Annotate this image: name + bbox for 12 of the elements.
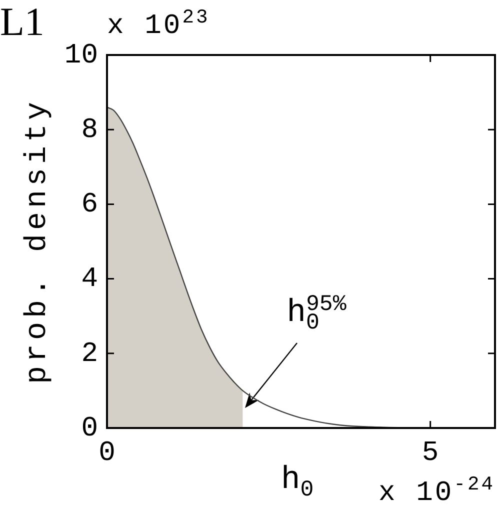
y-axis-title: prob. density: [21, 98, 55, 385]
y-tick-label: 0: [81, 413, 98, 444]
chart-title: L1: [0, 0, 44, 44]
x-axis-title: h$_{0}$: [281, 461, 314, 502]
y-tick-label: 6: [81, 190, 98, 221]
y-tick-label: 2: [81, 338, 98, 370]
y-tick-label: 8: [81, 115, 98, 146]
y-tick-label: 4: [81, 264, 98, 296]
y-tick-label: 10: [64, 40, 98, 72]
text: x 10$^{23}$: [107, 6, 210, 42]
text: x 10$^{-24}$: [378, 474, 495, 509]
x-tick-label: 5: [422, 438, 439, 470]
